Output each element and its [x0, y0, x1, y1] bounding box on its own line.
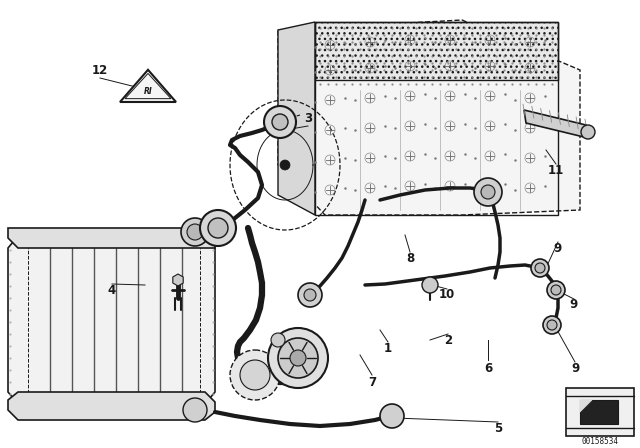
Circle shape [181, 218, 209, 246]
Polygon shape [278, 20, 580, 215]
Circle shape [422, 277, 438, 293]
Text: 11: 11 [548, 164, 564, 177]
Circle shape [535, 263, 545, 273]
Circle shape [268, 328, 328, 388]
Polygon shape [580, 400, 592, 412]
Circle shape [543, 316, 561, 334]
Circle shape [551, 285, 561, 295]
Circle shape [298, 283, 322, 307]
Polygon shape [524, 110, 588, 138]
Text: 00158534: 00158534 [582, 438, 618, 447]
Text: 4: 4 [108, 284, 116, 297]
Circle shape [278, 338, 318, 378]
Text: 10: 10 [439, 289, 455, 302]
Circle shape [474, 178, 502, 206]
Polygon shape [278, 22, 315, 215]
Text: 12: 12 [92, 64, 108, 77]
Text: 2: 2 [444, 333, 452, 346]
Polygon shape [8, 228, 215, 248]
Circle shape [208, 218, 228, 238]
Text: 9: 9 [571, 362, 579, 375]
Text: 1: 1 [384, 341, 392, 354]
Circle shape [240, 360, 270, 390]
Text: 5: 5 [494, 422, 502, 435]
Circle shape [271, 333, 285, 347]
Polygon shape [8, 236, 215, 404]
Circle shape [264, 106, 296, 138]
Circle shape [290, 350, 306, 366]
Circle shape [200, 210, 236, 246]
Text: RI: RI [143, 86, 152, 95]
Circle shape [187, 224, 203, 240]
Circle shape [280, 160, 290, 170]
Text: 7: 7 [368, 375, 376, 388]
Circle shape [230, 350, 280, 400]
Circle shape [547, 281, 565, 299]
Text: 6: 6 [484, 362, 492, 375]
Text: 9: 9 [554, 241, 562, 254]
Polygon shape [315, 22, 558, 80]
Circle shape [581, 125, 595, 139]
Polygon shape [8, 392, 215, 420]
Bar [566, 388, 634, 436]
Text: 8: 8 [406, 251, 414, 264]
Circle shape [547, 320, 557, 330]
Circle shape [481, 185, 495, 199]
Polygon shape [120, 70, 176, 102]
Text: 3: 3 [304, 112, 312, 125]
Circle shape [304, 289, 316, 301]
Circle shape [183, 398, 207, 422]
Polygon shape [173, 274, 183, 286]
Circle shape [531, 259, 549, 277]
Text: 9: 9 [570, 298, 578, 311]
Circle shape [272, 114, 288, 130]
Polygon shape [580, 400, 618, 424]
Circle shape [380, 404, 404, 428]
